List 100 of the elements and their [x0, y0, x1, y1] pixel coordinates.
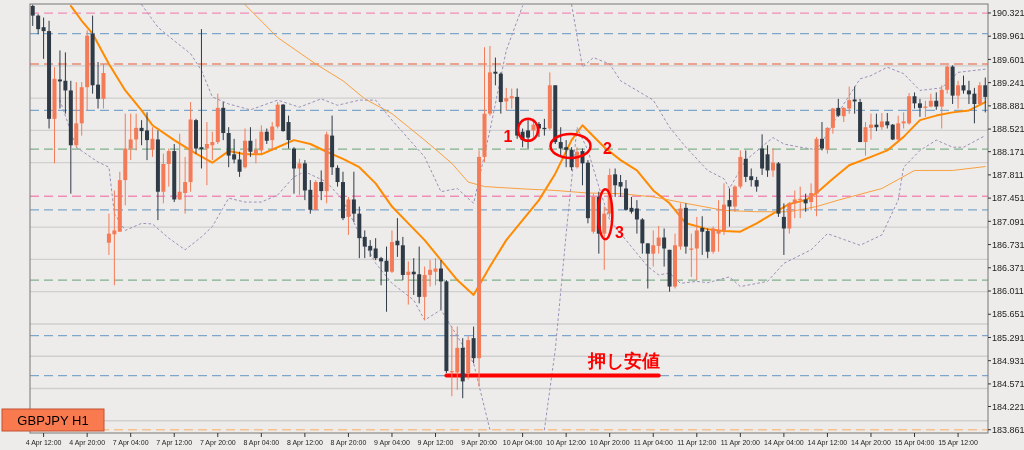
y-tick-label: 185.651: [992, 309, 1024, 320]
candlestick: [30, 4, 35, 27]
candlestick: [765, 144, 770, 178]
candlestick: [422, 266, 427, 321]
y-tick-label: 183.861: [992, 424, 1024, 435]
y-tick-label: 188.881: [992, 101, 1024, 112]
candlestick: [319, 169, 324, 201]
candlestick: [41, 17, 46, 60]
candlestick: [253, 138, 258, 164]
candlestick: [651, 229, 656, 268]
candlestick: [259, 124, 264, 155]
annotation: 1: [503, 127, 513, 145]
candlestick: [351, 171, 356, 223]
candlestick: [36, 13, 41, 35]
y-tick-label: 187.091: [992, 216, 1024, 227]
y-tick-label: 186.371: [992, 262, 1024, 273]
candlestick: [945, 64, 950, 95]
y-tick-label: 184.571: [992, 379, 1024, 390]
candlestick: [770, 148, 775, 178]
candlestick: [624, 179, 629, 211]
candlestick: [961, 75, 966, 95]
candlestick: [727, 188, 732, 228]
line-series: [141, 4, 524, 204]
candlestick: [711, 226, 716, 255]
candlestick: [656, 225, 661, 255]
candlestick: [939, 84, 944, 130]
line-series: [543, 126, 986, 431]
candlestick: [493, 57, 498, 86]
candlestick: [781, 202, 786, 256]
candlestick: [128, 113, 133, 161]
candlestick: [803, 193, 808, 213]
candlestick: [705, 228, 710, 259]
annotation: GBPJPY H1: [17, 413, 89, 428]
y-tick-label: 187.451: [992, 193, 1024, 204]
candlestick: [248, 126, 253, 158]
y-tick-label: 188.521: [992, 124, 1024, 135]
candlestick: [618, 174, 623, 198]
y-tick-label: 188.171: [992, 146, 1024, 157]
candlestick: [428, 259, 433, 288]
candlestick: [74, 81, 79, 148]
candlestick: [291, 146, 296, 195]
candlestick: [106, 213, 111, 256]
candlestick: [640, 217, 645, 255]
annotation: 3: [614, 224, 624, 242]
y-tick-label: 186.731: [992, 239, 1024, 250]
y-tick-label: 190.321: [992, 8, 1024, 19]
candlestick: [645, 242, 650, 289]
candlestick: [166, 148, 171, 188]
candlestick: [417, 246, 422, 304]
candlestick: [613, 168, 618, 198]
candlestick: [237, 151, 242, 178]
candlestick: [760, 133, 765, 176]
candlestick: [63, 51, 68, 115]
candlestick: [732, 184, 737, 213]
candlestick: [879, 112, 884, 131]
y-tick-label: 185.291: [992, 332, 1024, 343]
candlestick: [966, 80, 971, 105]
y-tick-label: 189.241: [992, 77, 1024, 88]
candlestick: [57, 49, 62, 110]
candlestick: [896, 115, 901, 142]
candlestick: [662, 228, 667, 268]
candlestick: [150, 126, 155, 158]
candlestick: [700, 215, 705, 256]
candlestick: [809, 182, 814, 211]
candlestick: [917, 98, 922, 118]
candlestick: [852, 86, 857, 115]
candlestick: [379, 256, 384, 286]
candlestick: [406, 260, 411, 306]
candlestick: [346, 196, 351, 236]
y-tick-label: 184.221: [992, 401, 1024, 412]
candlestick: [830, 107, 835, 135]
y-tick-label: 189.961: [992, 31, 1024, 42]
line-series: [244, 4, 986, 213]
candlestick: [868, 113, 873, 140]
y-tick-label: 189.601: [992, 54, 1024, 65]
candlestick: [825, 126, 830, 155]
candlestick: [689, 233, 694, 278]
candlestick: [373, 237, 378, 261]
candlestick: [384, 246, 389, 313]
candlestick: [134, 113, 139, 151]
candlestick: [275, 101, 280, 130]
candlestick: [270, 121, 275, 151]
candlestick: [509, 88, 514, 110]
candlestick: [956, 80, 961, 110]
candlestick: [308, 179, 313, 215]
candlestick: [819, 121, 824, 151]
y-tick-label: 186.011: [992, 286, 1024, 297]
candlestick: [471, 326, 476, 364]
y-tick-label: 187.811: [992, 170, 1024, 181]
annotation: 押し安値: [586, 350, 660, 371]
candlestick: [977, 81, 982, 106]
candlestick: [96, 61, 101, 110]
candlestick: [972, 87, 977, 124]
candlestick: [694, 216, 699, 281]
candlestick: [286, 115, 291, 150]
candlestick: [438, 259, 443, 311]
candlestick: [112, 189, 117, 286]
y-tick-label: 184.931: [992, 355, 1024, 366]
candlestick: [433, 257, 438, 286]
line-series: [69, 4, 987, 296]
